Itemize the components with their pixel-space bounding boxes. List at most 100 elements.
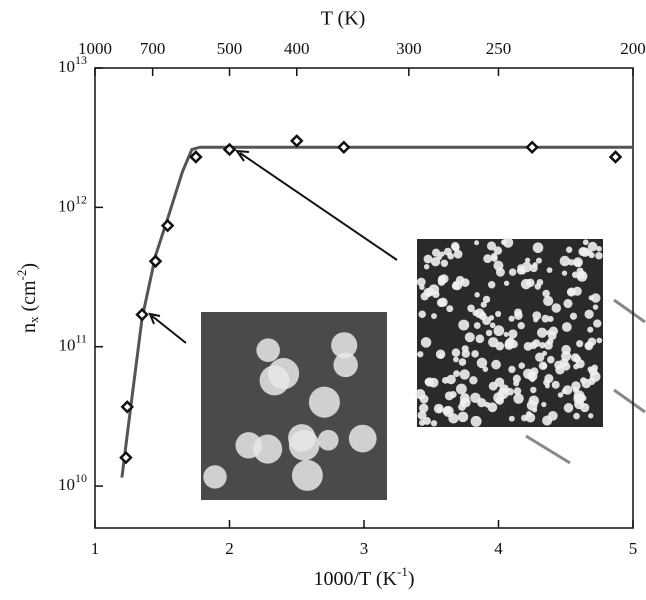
island [508,315,515,322]
island [561,270,568,276]
island [514,311,523,320]
island [448,413,459,424]
top-tick-label: 500 [217,39,243,58]
island [493,260,504,271]
island [469,376,478,385]
fit-line [120,145,633,478]
island [420,337,432,348]
y-tick-exp: 12 [75,192,87,206]
island [461,349,470,358]
island [432,248,441,257]
island [446,374,456,385]
island [267,358,300,390]
x-label-main: 1000/T (K [313,568,397,590]
island [471,350,479,358]
island [491,359,501,370]
arrow [613,388,646,414]
island [470,392,481,404]
y-axis-title: nx (cm-2) [14,263,41,333]
island [473,322,481,329]
island [256,338,280,362]
island [495,310,502,317]
island [573,412,580,420]
y-label-sup: -2 [14,270,29,281]
island [495,341,505,351]
island [563,403,574,413]
data-point [337,140,351,155]
island [559,255,571,267]
island [489,322,496,329]
island [453,356,459,363]
data-point [608,150,623,164]
island [538,361,548,370]
data-point [189,150,203,164]
island [508,268,517,276]
island [595,251,603,260]
island [584,341,594,351]
island [508,329,518,339]
island [532,242,544,254]
island [592,304,599,310]
top-tick-label: 700 [140,39,166,58]
island [423,287,433,297]
island [535,257,542,264]
island [480,301,487,308]
island [486,241,497,251]
data-point [222,142,237,157]
island [348,424,377,453]
island [543,295,554,307]
island [449,390,457,399]
data-point [289,134,304,148]
island [596,337,603,344]
island [539,342,546,349]
island [482,316,491,326]
island [557,392,564,398]
island [580,403,590,413]
island [423,417,431,425]
island [547,331,557,341]
island [588,413,594,419]
island [541,314,550,323]
island [506,337,515,345]
island [203,465,227,489]
y-tick-exp: 13 [75,53,87,67]
y-label-close: ) [18,263,40,270]
island [436,298,446,308]
data-point [119,450,133,465]
island [508,415,515,422]
island [460,397,471,408]
island [551,303,562,313]
island [490,253,498,260]
island [419,403,429,413]
island [317,429,339,451]
y-tick-exp: 11 [75,331,87,345]
island [586,249,593,256]
x-tick-label: 5 [629,539,638,558]
island [476,357,488,369]
island [565,246,573,253]
top-tick-label: 250 [486,39,512,58]
data-point [148,254,163,269]
island [584,309,594,319]
island [530,386,537,394]
island [437,278,446,286]
y-tick-label: 1011 [58,331,87,354]
data-point [160,218,175,233]
arrow [239,152,398,261]
arrow-head [234,149,250,162]
island [513,387,522,395]
island [589,371,601,382]
island [517,322,525,330]
island [416,277,426,287]
x-axis-title: 1000/T (K-1) [313,564,414,590]
arrow-head [148,312,161,325]
island [580,395,587,402]
island [464,332,475,343]
island [288,430,320,461]
island [333,352,358,378]
island [551,380,560,389]
island [470,415,482,427]
island [544,374,554,384]
island [544,383,550,389]
island [479,311,486,318]
